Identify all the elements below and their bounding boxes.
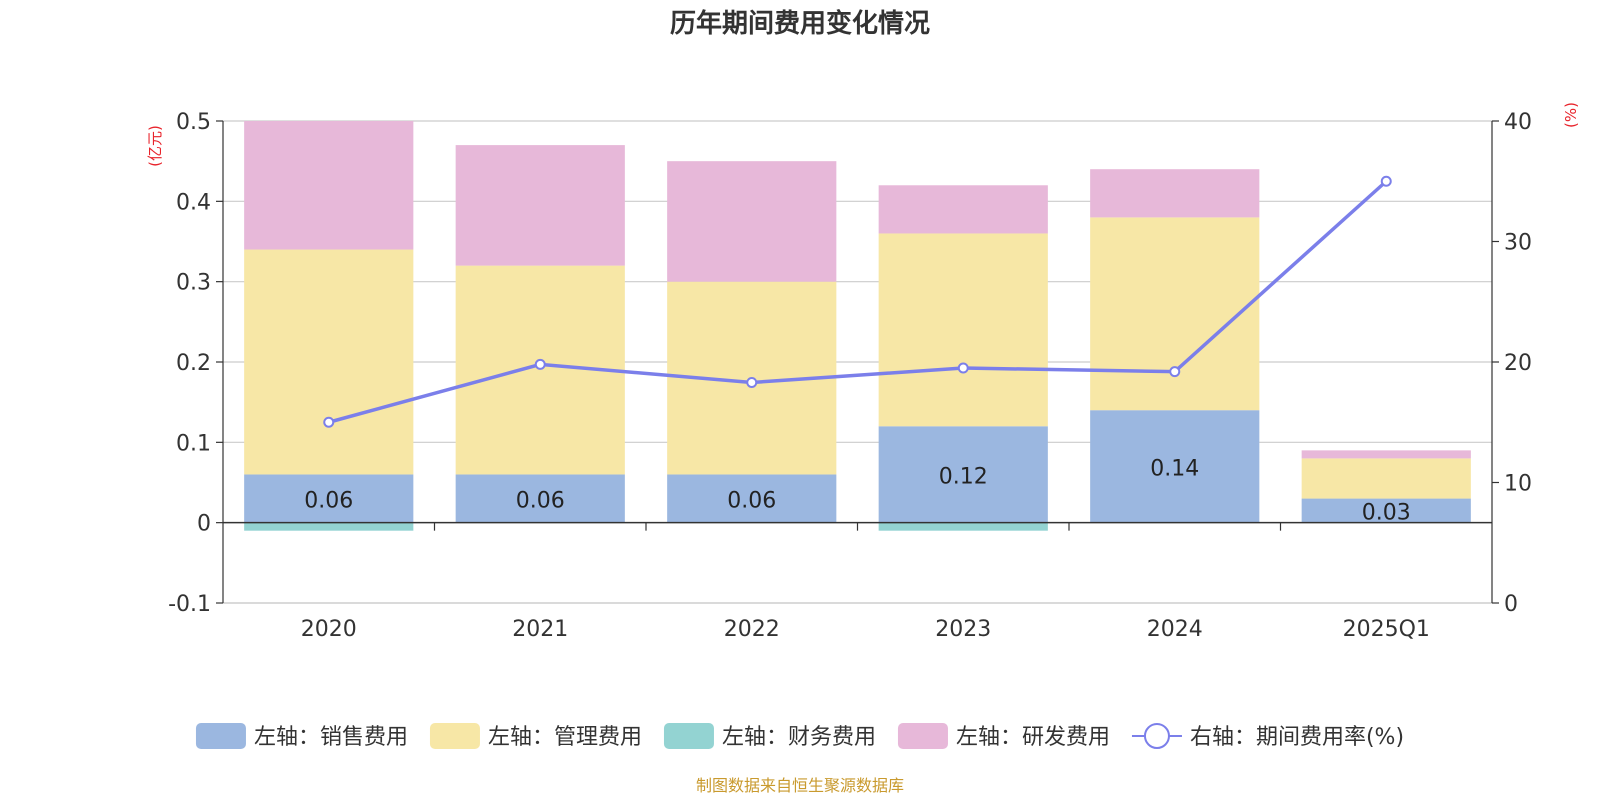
bar-2025Q1-series-3 bbox=[1301, 450, 1471, 459]
bar-2025Q1-series-1 bbox=[1301, 458, 1471, 499]
legend: 左轴：销售费用 左轴：管理费用 左轴：财务费用 左轴：研发费用 右轴：期间费用率(%) bbox=[195, 723, 1404, 750]
legend-label-2: 左轴：财务费用 bbox=[722, 725, 876, 750]
chart-title: 历年期间费用变化情况 bbox=[670, 8, 930, 39]
x-axis-tick-label: 2020 bbox=[301, 617, 357, 642]
data-label: 0.03 bbox=[1362, 501, 1411, 526]
right-axis-tick-label: 30 bbox=[1504, 231, 1532, 256]
grid-lines bbox=[223, 120, 1492, 604]
left-axis-tick-label: 0.5 bbox=[176, 110, 211, 135]
right-axis-tick-label: 40 bbox=[1504, 110, 1532, 135]
x-axis-tick-label: 2024 bbox=[1147, 617, 1203, 642]
bar-2023-series-3 bbox=[878, 185, 1048, 234]
line-4 bbox=[328, 179, 1388, 424]
bar-2024-series-1 bbox=[1090, 217, 1260, 411]
bar-2021-series-0 bbox=[455, 474, 625, 523]
x-axis-tick-label: 2025Q1 bbox=[1343, 617, 1430, 642]
bars-layer bbox=[244, 121, 1471, 531]
bar-2023-series-2 bbox=[878, 522, 1048, 531]
legend-swatch-3 bbox=[897, 723, 948, 749]
left-axis-unit-label: (亿元) bbox=[146, 125, 164, 167]
x-axis-tick-label: 2022 bbox=[724, 617, 780, 642]
bar-2024-series-3 bbox=[1090, 169, 1260, 218]
line-point bbox=[1380, 175, 1392, 187]
data-labels-layer: 0.06 0.06 0.06 0.12 0.14 0.03 bbox=[304, 456, 1410, 525]
line-point bbox=[1169, 366, 1181, 378]
x-axis-tick-label: 2021 bbox=[512, 617, 568, 642]
bar-2021-series-3 bbox=[455, 145, 625, 266]
left-axis-tick-label: 0.3 bbox=[176, 271, 211, 296]
legend-label-3: 左轴：研发费用 bbox=[956, 725, 1110, 750]
legend-marker-4 bbox=[1143, 723, 1170, 749]
bar-2020-series-1 bbox=[244, 249, 414, 475]
bar-2020-series-3 bbox=[244, 121, 414, 250]
data-label: 0.12 bbox=[939, 464, 988, 489]
line-point bbox=[323, 416, 335, 428]
bar-2023-series-0 bbox=[878, 426, 1048, 523]
legend-swatch-2 bbox=[663, 723, 714, 749]
left-axis-tick-label: 0.2 bbox=[176, 351, 211, 376]
left-axis-tick-label: -0.1 bbox=[168, 592, 211, 617]
bar-2020-series-0 bbox=[244, 474, 414, 523]
right-axis-tick-label: 10 bbox=[1504, 472, 1532, 497]
data-label: 0.14 bbox=[1150, 456, 1199, 481]
right-axis-tick-label: 0 bbox=[1504, 592, 1518, 617]
right-axis-tick-label: 20 bbox=[1504, 351, 1532, 376]
legend-label-0: 左轴：销售费用 bbox=[254, 725, 408, 750]
data-label: 0.06 bbox=[304, 489, 353, 514]
x-axis-tick-label: 2023 bbox=[935, 617, 991, 642]
bar-2022-series-0 bbox=[667, 474, 837, 523]
legend-swatch-1 bbox=[429, 723, 480, 749]
line-point bbox=[746, 376, 758, 388]
legend-label-1: 左轴：管理费用 bbox=[488, 725, 642, 750]
bar-2024-series-0 bbox=[1090, 410, 1260, 523]
left-axis-tick-label: 0 bbox=[197, 512, 211, 537]
line-point bbox=[957, 362, 969, 374]
left-axis-tick-label: 0.4 bbox=[176, 190, 211, 215]
source-note: 制图数据来自恒生聚源数据库 bbox=[696, 776, 904, 795]
data-label: 0.06 bbox=[516, 489, 565, 514]
line-point bbox=[534, 358, 546, 370]
axes-layer: -0.1 0 0.1 0.2 0.3 0.4 0.5 0 10 20 30 40 2020 2021 202… bbox=[168, 110, 1532, 642]
legend-swatch-0 bbox=[195, 723, 246, 749]
left-axis-tick-label: 0.1 bbox=[176, 431, 211, 456]
legend-label-4: 右轴：期间费用率(%) bbox=[1190, 725, 1404, 750]
bar-2023-series-1 bbox=[878, 233, 1048, 427]
right-axis-unit-label: (%) bbox=[1562, 102, 1580, 128]
bar-2020-series-2 bbox=[244, 522, 414, 531]
data-label: 0.06 bbox=[727, 489, 776, 514]
bar-2022-series-3 bbox=[667, 161, 837, 282]
line-layer bbox=[323, 175, 1392, 428]
bar-2025Q1-series-0 bbox=[1301, 498, 1471, 523]
